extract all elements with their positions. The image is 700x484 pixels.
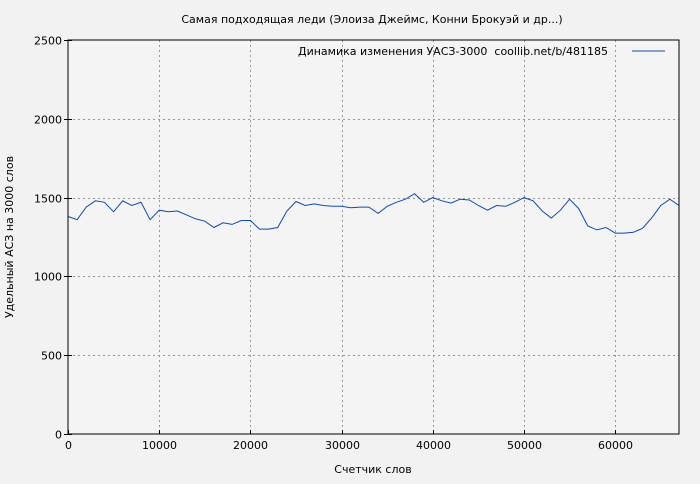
y-tick-label: 500 — [41, 350, 62, 363]
y-tick-label: 2500 — [34, 35, 62, 48]
x-tick-label: 10000 — [142, 439, 177, 452]
y-tick-label: 1500 — [34, 193, 62, 206]
x-tick-label: 50000 — [507, 439, 542, 452]
y-axis-label: Удельный АСЗ на 3000 слов — [3, 156, 16, 318]
plot-area — [68, 40, 679, 434]
legend-label: Динамика изменения УАСЗ-3000 coollib.net… — [298, 45, 608, 58]
y-tick-label: 0 — [55, 429, 62, 442]
chart-title: Самая подходящая леди (Элоиза Джеймс, Ко… — [181, 13, 562, 26]
x-tick-label: 30000 — [325, 439, 360, 452]
y-tick-label: 2000 — [34, 114, 62, 127]
x-tick-label: 20000 — [233, 439, 268, 452]
plot-border — [67, 39, 680, 435]
x-tick-label: 0 — [65, 439, 72, 452]
x-tick-label: 40000 — [416, 439, 451, 452]
series-line — [67, 193, 680, 234]
x-axis-label: Счетчик слов — [334, 463, 411, 476]
x-tick-label: 60000 — [598, 439, 633, 452]
y-tick-label: 1000 — [34, 271, 62, 284]
